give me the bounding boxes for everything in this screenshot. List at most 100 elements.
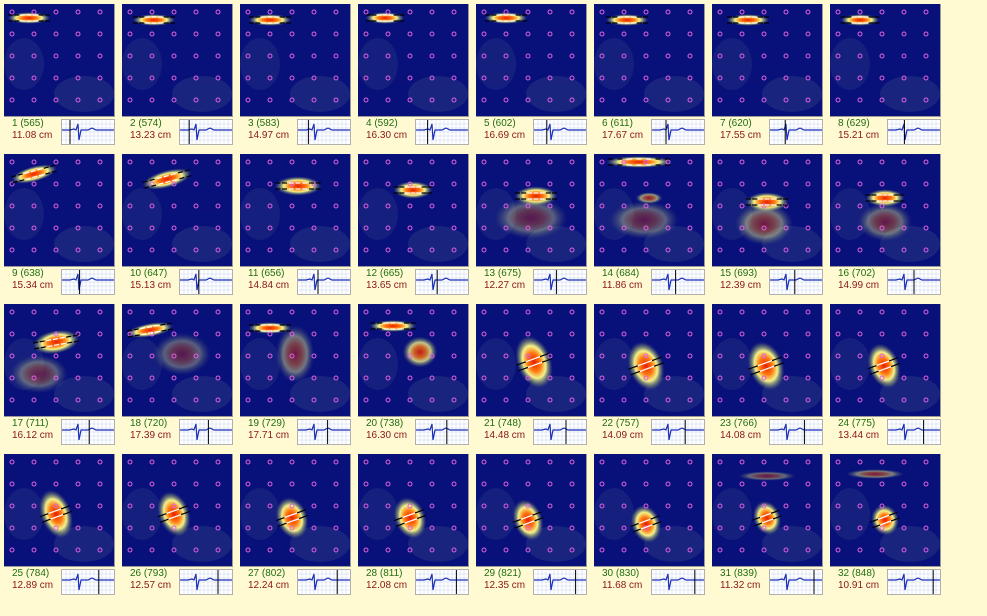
ecg-thumbnail[interactable]	[651, 269, 705, 295]
ecg-thumbnail[interactable]	[415, 419, 469, 445]
frame-cell[interactable]: 15 (693) 12.39 cm	[708, 150, 823, 295]
field-map[interactable]	[4, 304, 115, 417]
field-map[interactable]	[122, 154, 233, 267]
ecg-thumbnail[interactable]	[179, 569, 233, 595]
frame-cell[interactable]: 1 (565) 11.08 cm	[0, 0, 115, 145]
field-map[interactable]	[240, 154, 351, 267]
field-map[interactable]	[712, 304, 823, 417]
field-map[interactable]	[122, 454, 233, 567]
frame-cell[interactable]: 12 (665) 13.65 cm	[354, 150, 469, 295]
ecg-thumbnail[interactable]	[61, 269, 115, 295]
sensor-dot	[481, 547, 487, 553]
sensor-dot	[761, 225, 767, 231]
ecg-thumbnail[interactable]	[769, 119, 823, 145]
field-map[interactable]	[240, 304, 351, 417]
ecg-thumbnail[interactable]	[651, 569, 705, 595]
field-map[interactable]	[358, 304, 469, 417]
ecg-thumbnail[interactable]	[651, 119, 705, 145]
field-map[interactable]	[594, 304, 705, 417]
ecg-thumbnail[interactable]	[297, 569, 351, 595]
ecg-thumbnail[interactable]	[61, 119, 115, 145]
frame-cell[interactable]: 7 (620) 17.55 cm	[708, 0, 823, 145]
ecg-thumbnail[interactable]	[887, 569, 941, 595]
field-map[interactable]	[594, 154, 705, 267]
frame-cell[interactable]: 26 (793) 12.57 cm	[118, 450, 233, 595]
ecg-thumbnail[interactable]	[415, 569, 469, 595]
frame-cell[interactable]: 20 (738) 16.30 cm	[354, 300, 469, 445]
frame-cell[interactable]: 32 (848) 10.91 cm	[826, 450, 941, 595]
ecg-thumbnail[interactable]	[297, 269, 351, 295]
frame-cell[interactable]: 8 (629) 15.21 cm	[826, 0, 941, 145]
frame-cell[interactable]: 3 (583) 14.97 cm	[236, 0, 351, 145]
field-map[interactable]	[358, 154, 469, 267]
field-map[interactable]	[830, 154, 941, 267]
field-map[interactable]	[594, 4, 705, 117]
field-map[interactable]	[476, 154, 587, 267]
ecg-thumbnail[interactable]	[61, 569, 115, 595]
ecg-thumbnail[interactable]	[297, 419, 351, 445]
sensor-dot	[363, 31, 369, 37]
field-map[interactable]	[712, 4, 823, 117]
ecg-thumbnail[interactable]	[651, 419, 705, 445]
field-map[interactable]	[830, 454, 941, 567]
ecg-thumbnail[interactable]	[61, 419, 115, 445]
frame-cell[interactable]: 22 (757) 14.09 cm	[590, 300, 705, 445]
field-map[interactable]	[358, 454, 469, 567]
frame-cell[interactable]: 13 (675) 12.27 cm	[472, 150, 587, 295]
frame-cell[interactable]: 4 (592) 16.30 cm	[354, 0, 469, 145]
field-map[interactable]	[712, 154, 823, 267]
ecg-thumbnail[interactable]	[179, 119, 233, 145]
field-map[interactable]	[122, 304, 233, 417]
ecg-thumbnail[interactable]	[769, 269, 823, 295]
ecg-thumbnail[interactable]	[415, 269, 469, 295]
ecg-thumbnail[interactable]	[769, 419, 823, 445]
frame-cell[interactable]: 23 (766) 14.08 cm	[708, 300, 823, 445]
frame-cell[interactable]: 31 (839) 11.32 cm	[708, 450, 823, 595]
field-map[interactable]	[712, 454, 823, 567]
field-map[interactable]	[4, 4, 115, 117]
frame-cell[interactable]: 17 (711) 16.12 cm	[0, 300, 115, 445]
field-map[interactable]	[830, 4, 941, 117]
ecg-thumbnail[interactable]	[533, 269, 587, 295]
ecg-thumbnail[interactable]	[769, 569, 823, 595]
ecg-thumbnail[interactable]	[297, 119, 351, 145]
field-map[interactable]	[240, 4, 351, 117]
frame-cell[interactable]: 2 (574) 13.23 cm	[118, 0, 233, 145]
frame-cell[interactable]: 16 (702) 14.99 cm	[826, 150, 941, 295]
ecg-thumbnail[interactable]	[533, 419, 587, 445]
field-map[interactable]	[830, 304, 941, 417]
frame-cell[interactable]: 6 (611) 17.67 cm	[590, 0, 705, 145]
frame-cell[interactable]: 11 (656) 14.84 cm	[236, 150, 351, 295]
frame-cell[interactable]: 27 (802) 12.24 cm	[236, 450, 351, 595]
ecg-thumbnail[interactable]	[887, 119, 941, 145]
frame-cell[interactable]: 19 (729) 17.71 cm	[236, 300, 351, 445]
frame-cell[interactable]: 28 (811) 12.08 cm	[354, 450, 469, 595]
sensor-dot	[739, 397, 745, 403]
frame-cell[interactable]: 30 (830) 11.68 cm	[590, 450, 705, 595]
frame-cell[interactable]: 29 (821) 12.35 cm	[472, 450, 587, 595]
field-map[interactable]	[240, 454, 351, 567]
frame-cell[interactable]: 5 (602) 16.69 cm	[472, 0, 587, 145]
ecg-thumbnail[interactable]	[887, 419, 941, 445]
ecg-thumbnail[interactable]	[533, 569, 587, 595]
ecg-thumbnail[interactable]	[415, 119, 469, 145]
field-map[interactable]	[594, 454, 705, 567]
field-map[interactable]	[476, 304, 587, 417]
field-map[interactable]	[122, 4, 233, 117]
frame-cell[interactable]: 25 (784) 12.89 cm	[0, 450, 115, 595]
frame-cell[interactable]: 9 (638) 15.34 cm	[0, 150, 115, 295]
ecg-thumbnail[interactable]	[179, 269, 233, 295]
ecg-thumbnail[interactable]	[533, 119, 587, 145]
frame-cell[interactable]: 18 (720) 17.39 cm	[118, 300, 233, 445]
field-map[interactable]	[476, 454, 587, 567]
frame-cell[interactable]: 21 (748) 14.48 cm	[472, 300, 587, 445]
frame-cell[interactable]: 10 (647) 15.13 cm	[118, 150, 233, 295]
field-map[interactable]	[476, 4, 587, 117]
field-map[interactable]	[4, 154, 115, 267]
frame-cell[interactable]: 24 (775) 13.44 cm	[826, 300, 941, 445]
frame-cell[interactable]: 14 (684) 11.86 cm	[590, 150, 705, 295]
field-map[interactable]	[4, 454, 115, 567]
field-map[interactable]	[358, 4, 469, 117]
ecg-thumbnail[interactable]	[179, 419, 233, 445]
ecg-thumbnail[interactable]	[887, 269, 941, 295]
